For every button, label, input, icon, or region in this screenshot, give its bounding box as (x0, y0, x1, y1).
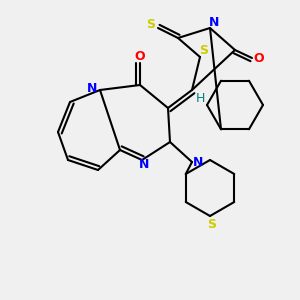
Text: N: N (209, 16, 219, 28)
Text: O: O (135, 50, 145, 64)
Text: S: S (208, 218, 217, 230)
Text: N: N (193, 155, 203, 169)
Text: N: N (139, 158, 149, 172)
Text: H: H (195, 92, 205, 104)
Text: O: O (254, 52, 264, 64)
Text: N: N (87, 82, 97, 94)
Text: S: S (146, 17, 155, 31)
Text: S: S (200, 44, 208, 58)
